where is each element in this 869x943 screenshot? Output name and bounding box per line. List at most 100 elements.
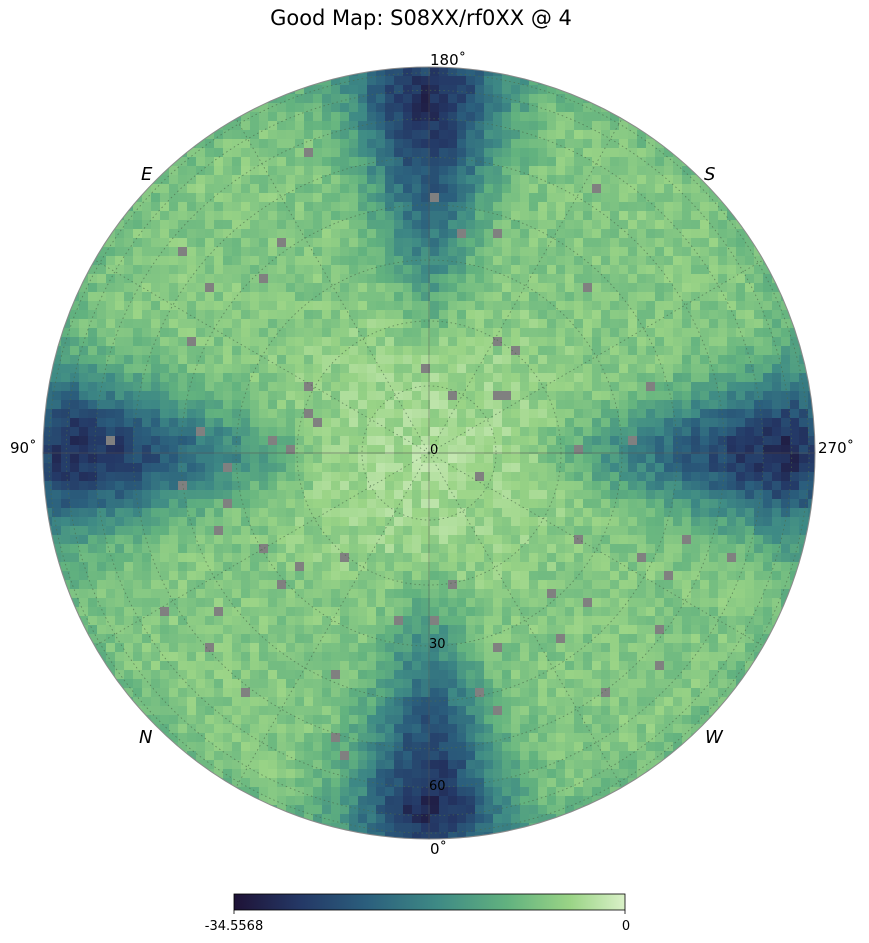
map-cell xyxy=(79,616,89,626)
map-cell xyxy=(70,490,80,500)
map-cell xyxy=(304,256,314,266)
map-cell xyxy=(385,652,395,662)
map-cell xyxy=(628,283,638,293)
map-cell xyxy=(160,553,170,563)
map-cell xyxy=(610,499,620,509)
map-cell xyxy=(97,652,107,662)
map-cell xyxy=(475,580,485,590)
map-cell xyxy=(376,436,386,446)
map-cell xyxy=(412,373,422,383)
map-cell xyxy=(205,220,215,230)
map-cell xyxy=(421,256,431,266)
map-cell xyxy=(547,436,557,446)
map-cell xyxy=(331,310,341,320)
map-cell xyxy=(583,175,593,185)
map-cell xyxy=(493,544,503,554)
map-cell xyxy=(169,517,179,527)
map-cell xyxy=(367,490,377,500)
map-cell xyxy=(115,535,125,545)
map-cell xyxy=(349,103,359,113)
map-cell xyxy=(502,112,512,122)
map-cell xyxy=(520,175,530,185)
map-cell xyxy=(502,283,512,293)
map-cell xyxy=(655,220,665,230)
map-cell xyxy=(250,112,260,122)
map-cell xyxy=(538,256,548,266)
map-cell xyxy=(736,562,746,572)
map-cell xyxy=(421,661,431,671)
map-cell xyxy=(250,616,260,626)
map-cell xyxy=(151,337,161,347)
map-cell xyxy=(511,265,521,275)
map-cell xyxy=(529,643,539,653)
map-cell xyxy=(547,589,557,599)
map-cell xyxy=(394,94,404,104)
map-cell xyxy=(691,220,701,230)
map-cell xyxy=(673,445,683,455)
map-cell xyxy=(430,310,440,320)
map-cell xyxy=(349,337,359,347)
map-cell xyxy=(367,364,377,374)
map-cell xyxy=(376,184,386,194)
map-cell xyxy=(322,400,332,410)
map-cell xyxy=(403,643,413,653)
map-cell xyxy=(610,256,620,266)
map-cell xyxy=(277,202,287,212)
map-cell xyxy=(331,166,341,176)
map-cell xyxy=(358,220,368,230)
map-cell xyxy=(637,166,647,176)
map-cell xyxy=(385,589,395,599)
map-cell xyxy=(709,508,719,518)
map-cell xyxy=(601,337,611,347)
map-cell xyxy=(403,427,413,437)
map-cell xyxy=(124,220,134,230)
map-cell xyxy=(358,616,368,626)
map-cell xyxy=(502,310,512,320)
map-cell xyxy=(340,562,350,572)
map-cell xyxy=(358,112,368,122)
map-cell xyxy=(628,337,638,347)
map-cell xyxy=(376,634,386,644)
map-cell xyxy=(439,544,449,554)
map-cell xyxy=(232,580,242,590)
map-cell xyxy=(601,292,611,302)
map-cell xyxy=(448,409,458,419)
map-cell xyxy=(79,283,89,293)
map-cell xyxy=(520,328,530,338)
map-cell xyxy=(412,328,422,338)
map-cell xyxy=(385,193,395,203)
map-cell xyxy=(511,661,521,671)
map-cell xyxy=(295,292,305,302)
map-cell xyxy=(673,661,683,671)
map-cell xyxy=(745,274,755,284)
map-cell xyxy=(61,328,71,338)
map-cell xyxy=(655,625,665,635)
map-cell xyxy=(556,517,566,527)
map-cell xyxy=(313,175,323,185)
map-cell xyxy=(277,247,287,257)
map-cell xyxy=(529,400,539,410)
map-cell xyxy=(799,391,809,401)
map-cell xyxy=(763,265,773,275)
map-cell xyxy=(475,166,485,176)
map-cell xyxy=(475,346,485,356)
map-cell xyxy=(142,517,152,527)
map-cell xyxy=(529,220,539,230)
map-cell xyxy=(259,121,269,131)
map-cell xyxy=(331,67,341,77)
map-cell xyxy=(214,634,224,644)
map-cell xyxy=(574,103,584,113)
map-cell xyxy=(457,427,467,437)
map-cell xyxy=(655,319,665,329)
map-cell xyxy=(151,220,161,230)
map-cell xyxy=(574,490,584,500)
map-cell xyxy=(610,238,620,248)
map-cell xyxy=(772,310,782,320)
map-cell xyxy=(610,643,620,653)
map-cell xyxy=(160,211,170,221)
map-cell xyxy=(232,202,242,212)
map-cell xyxy=(574,580,584,590)
map-cell xyxy=(529,184,539,194)
map-cell xyxy=(250,382,260,392)
map-cell xyxy=(556,418,566,428)
